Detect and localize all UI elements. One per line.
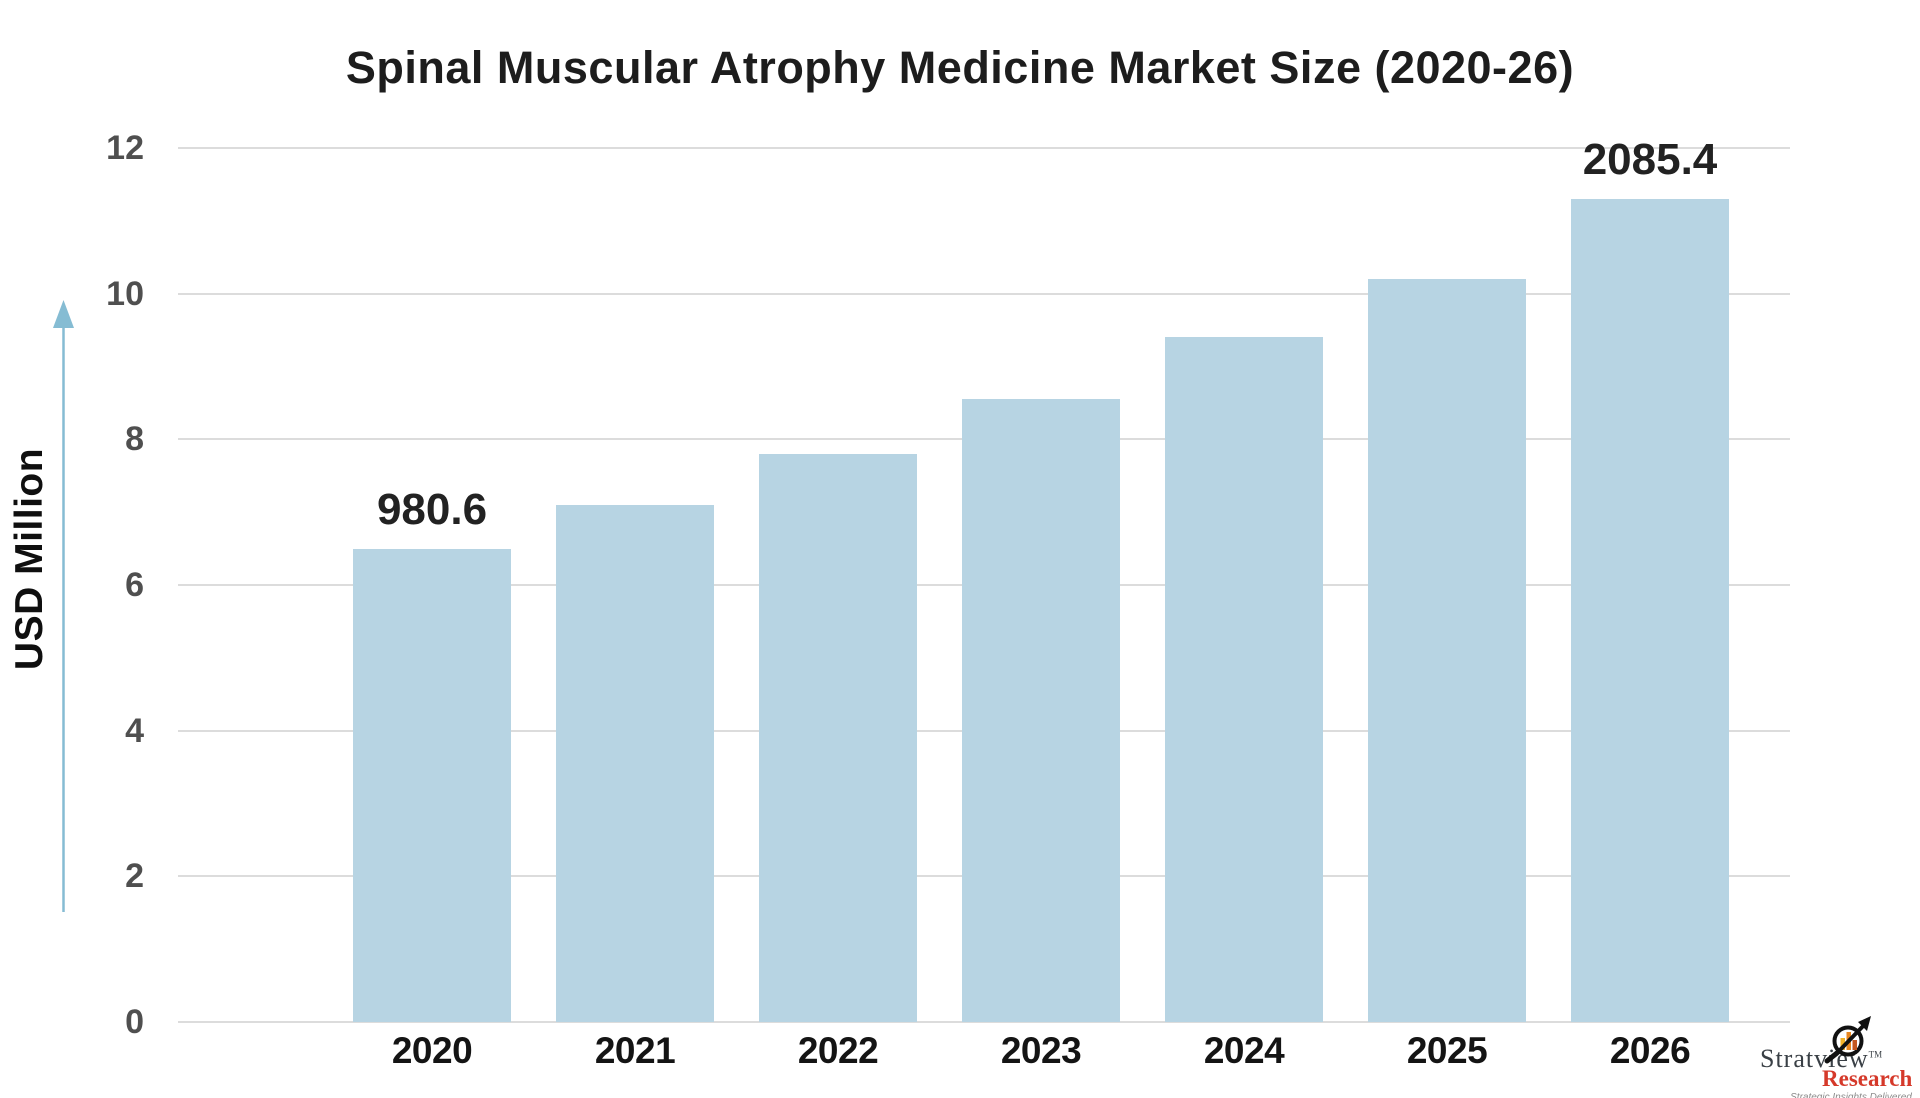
bar-2026: [1571, 198, 1729, 1022]
x-tick-label-2024: 2024: [1203, 1030, 1285, 1071]
x-tick-label-2023: 2023: [1000, 1030, 1082, 1071]
x-tick-label-2021: 2021: [594, 1030, 676, 1071]
bar-2023: [962, 399, 1120, 1022]
chart-title: Spinal Muscular Atrophy Medicine Market …: [345, 42, 1575, 93]
x-tick-label-2025: 2025: [1406, 1030, 1488, 1071]
y-tick-label-12: 12: [106, 129, 144, 167]
y-tick-label-10: 10: [106, 274, 144, 313]
x-tick-label-2026: 2026: [1609, 1030, 1691, 1071]
bar-2025: [1368, 279, 1526, 1022]
y-tick-label-4: 4: [125, 711, 144, 750]
data-label-2020: 980.6: [376, 484, 488, 534]
y-tick-label-6: 6: [125, 566, 144, 604]
gridline-0: [178, 1021, 1790, 1023]
bar-2024: [1165, 337, 1323, 1022]
bar-2020: [353, 548, 511, 1022]
logo-trademark: TM: [1868, 1049, 1883, 1060]
x-tick-label-2022: 2022: [797, 1030, 879, 1071]
logo-research-text: Research: [1822, 1066, 1913, 1091]
magnifier-growth-chart-icon: [1824, 1016, 1871, 1064]
bar-2021: [556, 504, 714, 1022]
y-tick-label-0: 0: [125, 1003, 144, 1041]
y-tick-label-2: 2: [125, 857, 144, 896]
gridline-12: [178, 147, 1790, 149]
data-label-2026: 2085.4: [1582, 134, 1718, 184]
gridline-10: [178, 292, 1790, 295]
y-axis-up-arrow-icon: [53, 300, 74, 912]
y-tick-label-8: 8: [125, 420, 144, 459]
stratview-logo: StratviewTM Research Strategic Insights …: [1752, 1016, 1920, 1098]
logo-tagline: Strategic Insights Delivered: [1790, 1092, 1912, 1098]
x-tick-label-2020: 2020: [391, 1030, 473, 1071]
bar-2022: [759, 453, 917, 1022]
